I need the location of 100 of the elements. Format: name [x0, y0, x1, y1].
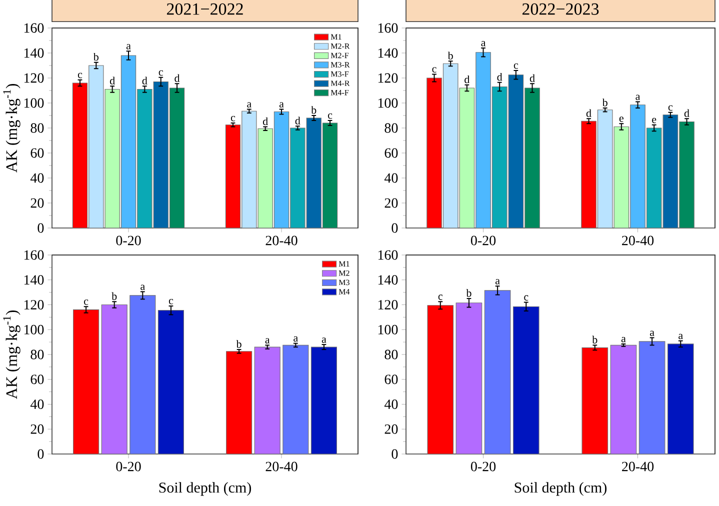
- x-tick-label: 20-40: [622, 462, 654, 472]
- data-label: b: [93, 52, 98, 61]
- data-label: d: [586, 109, 592, 117]
- x-tick-label: 0-20: [470, 236, 496, 246]
- bar: [484, 290, 511, 454]
- data-label: e: [652, 118, 656, 124]
- data-label: a: [481, 41, 486, 46]
- bar: [667, 344, 694, 454]
- y-tick-label: 120: [378, 300, 398, 310]
- x-axis-title: Soil depth (cm): [514, 482, 607, 496]
- y-tick-label: 120: [378, 73, 398, 83]
- data-label: a: [636, 94, 640, 100]
- legend-label: M2-F: [330, 52, 349, 58]
- y-tick-label: 100: [378, 324, 398, 334]
- data-label: b: [466, 289, 472, 297]
- data-label: b: [311, 106, 316, 114]
- bar: [582, 347, 608, 454]
- data-label: a: [247, 102, 252, 108]
- data-label: a: [621, 336, 626, 342]
- y-tick-label: 160: [24, 250, 44, 260]
- legend-label: M3-R: [330, 62, 350, 68]
- data-label: c: [438, 294, 442, 300]
- bar: [73, 309, 100, 454]
- y-tick-label: 140: [24, 48, 44, 58]
- y-tick-label: 0: [38, 449, 44, 459]
- bar: [254, 346, 280, 454]
- data-label: a: [126, 44, 131, 50]
- y-tick-label: 160: [378, 23, 398, 33]
- legend-label: M2-R: [330, 43, 350, 49]
- data-label: d: [262, 117, 268, 126]
- data-label: c: [230, 116, 236, 122]
- data-label: c: [524, 295, 528, 301]
- y-axis-title: AK (mg·kg$^{-1}$): [3, 84, 20, 173]
- legend-label: M3: [338, 280, 350, 286]
- y-tick-label: 20: [30, 198, 44, 208]
- data-label: c: [158, 70, 163, 76]
- data-label: c: [668, 105, 673, 111]
- bar: [512, 306, 540, 454]
- y-tick-label: 80: [384, 350, 398, 360]
- x-tick-label: 20-40: [266, 236, 298, 246]
- bar: [638, 341, 666, 454]
- y-tick-label: 20: [384, 198, 398, 208]
- y-tick-label: 60: [30, 374, 44, 384]
- bar: [456, 302, 482, 454]
- data-label: b: [592, 336, 598, 344]
- chart-title: 2022−2023: [522, 3, 599, 15]
- y-tick-label: 60: [384, 374, 398, 384]
- x-tick-label: 20-40: [622, 236, 654, 246]
- y-tick-label: 80: [30, 123, 44, 133]
- data-label: d: [142, 76, 148, 84]
- data-label: d: [174, 74, 180, 82]
- y-tick-label: 140: [24, 275, 44, 285]
- legend-label: M1: [338, 261, 350, 266]
- legend-label: M3-F: [330, 71, 349, 77]
- bar: [101, 304, 128, 454]
- y-tick-label: 160: [378, 250, 398, 260]
- data-label: b: [236, 340, 242, 348]
- y-tick-label: 120: [24, 300, 44, 310]
- y-tick-label: 40: [30, 173, 44, 183]
- y-tick-label: 140: [378, 275, 398, 285]
- bar: [282, 344, 309, 454]
- y-tick-label: 100: [378, 98, 398, 108]
- y-tick-label: 40: [30, 400, 44, 409]
- bar: [130, 295, 156, 454]
- data-label: a: [650, 330, 654, 336]
- chart-title: 2021−2022: [166, 3, 243, 15]
- data-label: d: [530, 74, 535, 82]
- y-tick-label: 100: [24, 324, 44, 334]
- y-tick-label: 120: [24, 73, 44, 83]
- y-tick-label: 0: [38, 223, 44, 233]
- y-tick-label: 0: [392, 449, 398, 459]
- x-tick-label: 20-40: [266, 462, 298, 472]
- data-label: a: [140, 284, 145, 290]
- data-label: c: [78, 72, 82, 78]
- y-tick-label: 40: [384, 173, 398, 183]
- legend-label: M2: [338, 270, 350, 276]
- legend-label: M4: [338, 289, 350, 294]
- y-tick-label: 20: [30, 424, 44, 434]
- y-tick-label: 100: [24, 98, 44, 108]
- x-tick-label: 0-20: [116, 462, 141, 472]
- bar: [610, 344, 637, 454]
- y-axis-title: AK (mg·kg$^{-1}$): [3, 310, 20, 400]
- y-tick-label: 140: [378, 48, 398, 58]
- legend-label: M4-R: [330, 80, 350, 86]
- y-tick-label: 40: [384, 400, 398, 409]
- bar: [226, 351, 252, 454]
- data-label: a: [322, 338, 326, 343]
- data-label: c: [84, 300, 88, 305]
- x-axis-title: Soil depth (cm): [159, 482, 251, 496]
- data-label: a: [678, 334, 683, 340]
- data-label: b: [112, 292, 117, 300]
- y-tick-label: 80: [30, 350, 44, 360]
- y-tick-label: 60: [384, 148, 398, 158]
- data-label: d: [497, 72, 502, 81]
- y-tick-label: 0: [392, 223, 398, 233]
- data-label: a: [496, 279, 500, 284]
- legend-label: M1: [330, 34, 342, 40]
- bar: [427, 305, 454, 454]
- data-label: e: [619, 116, 624, 122]
- y-tick-label: 20: [384, 424, 398, 434]
